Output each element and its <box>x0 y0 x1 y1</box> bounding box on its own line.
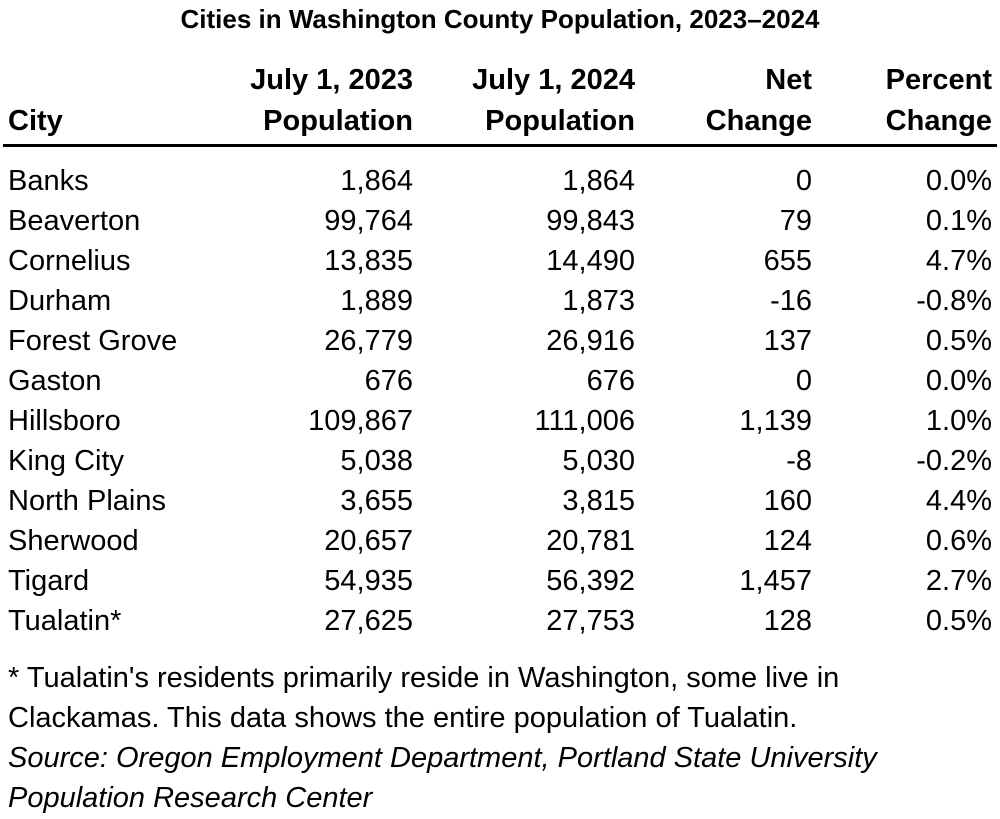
cell-pop-2024: 1,864 <box>562 165 635 197</box>
cell-percent-change: -0.8% <box>916 285 992 317</box>
cell-pop-2023: 3,655 <box>340 485 413 517</box>
cell-percent-change: 0.5% <box>925 325 992 357</box>
cell-net-change: 0 <box>795 365 812 397</box>
cell-percent-change: -0.2% <box>916 445 992 477</box>
cell-city: Cornelius <box>8 245 131 277</box>
cell-net-change: 1,139 <box>739 405 812 437</box>
cell-percent-change: 0.1% <box>925 205 992 237</box>
cell-percent-change: 0.0% <box>925 165 992 197</box>
cell-pop-2024: 1,873 <box>562 285 635 317</box>
footnote-line: Clackamas. This data shows the entire po… <box>8 702 798 734</box>
cell-pop-2023: 20,657 <box>324 525 413 557</box>
cell-pop-2024: 26,916 <box>546 325 635 357</box>
cell-net-change: 79 <box>779 205 812 237</box>
cell-city: Tigard <box>8 565 90 597</box>
cell-percent-change: 4.7% <box>925 245 992 277</box>
cell-net-change: 655 <box>763 245 812 277</box>
cell-pop-2023: 13,835 <box>324 245 413 277</box>
cell-city: Gaston <box>8 365 102 397</box>
cell-pop-2023: 26,779 <box>324 325 413 357</box>
cell-pop-2024: 20,781 <box>546 525 635 557</box>
cell-pop-2023: 109,867 <box>308 405 413 437</box>
cell-city: North Plains <box>8 485 166 517</box>
cell-pop-2023: 676 <box>364 365 413 397</box>
header-net-change: Net Change <box>705 64 812 137</box>
cell-city: Tualatin* <box>8 605 122 637</box>
cell-city: Sherwood <box>8 525 139 557</box>
cell-net-change: 124 <box>763 525 812 557</box>
cell-pop-2024: 27,753 <box>546 605 635 637</box>
footnote-line: * Tualatin's residents primarily reside … <box>8 662 840 694</box>
cell-pop-2023: 5,038 <box>340 445 413 477</box>
cell-percent-change: 2.7% <box>925 565 992 597</box>
cell-pop-2023: 99,764 <box>324 205 413 237</box>
cell-city: Durham <box>8 285 112 317</box>
cell-city: Forest Grove <box>8 325 178 357</box>
cell-net-change: 128 <box>763 605 812 637</box>
cell-percent-change: 4.4% <box>925 485 992 517</box>
cell-percent-change: 0.5% <box>925 605 992 637</box>
cell-city: King City <box>8 445 125 477</box>
cell-city: Hillsboro <box>8 405 121 437</box>
cell-net-change: 160 <box>763 485 812 517</box>
cell-pop-2023: 1,889 <box>340 285 413 317</box>
cell-pop-2023: 54,935 <box>324 565 413 597</box>
cell-percent-change: 0.0% <box>925 365 992 397</box>
cell-pop-2024: 3,815 <box>562 485 635 517</box>
header-city: City <box>8 105 63 137</box>
cell-pop-2024: 676 <box>586 365 635 397</box>
source-line: Population Research Center <box>8 782 373 814</box>
cell-pop-2024: 5,030 <box>562 445 635 477</box>
cell-pop-2024: 14,490 <box>546 245 635 277</box>
cell-net-change: 0 <box>795 165 812 197</box>
header-divider <box>3 144 997 147</box>
cell-city: Banks <box>8 165 89 197</box>
cell-city: Beaverton <box>8 205 141 237</box>
cell-pop-2023: 27,625 <box>324 605 413 637</box>
footnote: * Tualatin's residents primarily reside … <box>8 658 877 818</box>
table-header: City July 1, 2023 Population July 1, 2024… <box>8 60 992 142</box>
cell-pop-2024: 56,392 <box>546 565 635 597</box>
cell-percent-change: 0.6% <box>925 525 992 557</box>
source-line: Source: Oregon Employment Department, Po… <box>8 742 877 774</box>
header-pop-2023: July 1, 2023 Population <box>250 64 413 137</box>
cell-net-change: 137 <box>763 325 812 357</box>
table-body: Banks 1,864 1,864 0 0.0% Beaverton 99,764 99,84… <box>8 161 992 641</box>
cell-net-change: -8 <box>786 445 812 477</box>
cell-percent-change: 1.0% <box>925 405 992 437</box>
cell-pop-2023: 1,864 <box>340 165 413 197</box>
header-pop-2024: July 1, 2024 Population <box>472 64 635 137</box>
table-title: Cities in Washington County Population, … <box>180 4 820 34</box>
cell-net-change: -16 <box>770 285 812 317</box>
cell-pop-2024: 99,843 <box>546 205 635 237</box>
header-percent-change: Percent Change <box>885 64 992 137</box>
cell-net-change: 1,457 <box>739 565 812 597</box>
cell-pop-2024: 111,006 <box>534 405 635 437</box>
